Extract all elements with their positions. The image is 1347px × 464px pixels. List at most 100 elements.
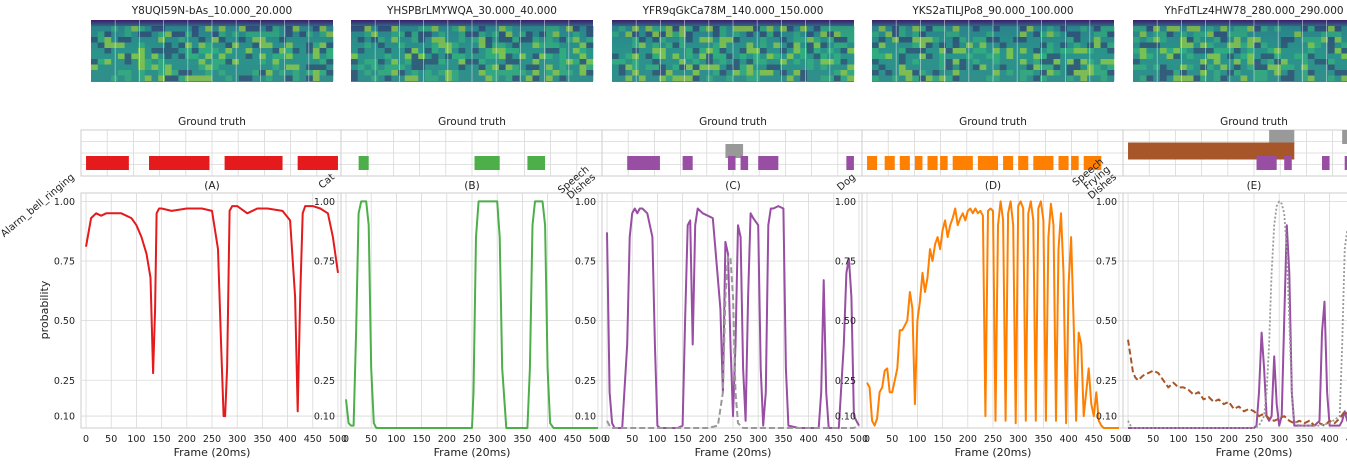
spectrogram-cell bbox=[1294, 48, 1302, 54]
spectrogram-cell bbox=[1046, 53, 1054, 59]
spectrogram-cell bbox=[878, 31, 886, 37]
spectrogram-cell bbox=[586, 37, 594, 43]
spectrogram-cell bbox=[124, 75, 132, 81]
spectrogram-cell bbox=[398, 59, 406, 65]
spectrogram-cell bbox=[505, 31, 513, 37]
spectrogram-cell bbox=[885, 37, 893, 43]
spectrogram-cell bbox=[579, 31, 587, 37]
spectrogram-cell bbox=[618, 37, 626, 43]
spectrogram-cell bbox=[1327, 64, 1336, 70]
spectrogram-cell bbox=[265, 53, 273, 59]
spectrogram-cell bbox=[726, 48, 734, 54]
x-tick-label: 150 bbox=[674, 434, 692, 445]
spectrogram-cell bbox=[185, 37, 193, 43]
spectrogram-cell bbox=[319, 59, 327, 65]
ground-truth-segment bbox=[1128, 142, 1295, 160]
spectrogram-cell bbox=[566, 48, 574, 54]
spectrogram-cell bbox=[225, 64, 233, 70]
spectrogram-cell bbox=[1321, 37, 1329, 43]
spectrogram-cell bbox=[612, 53, 620, 59]
spectrogram-cell bbox=[1206, 75, 1215, 81]
spectrogram-cell bbox=[625, 70, 633, 76]
spectrogram-cell bbox=[806, 48, 815, 54]
spectrogram-cell bbox=[377, 53, 386, 59]
spectrogram-cell bbox=[1146, 59, 1154, 65]
spectrogram-cell bbox=[1180, 70, 1188, 76]
spectrogram-cell bbox=[1321, 26, 1329, 32]
spectrogram-cell bbox=[1254, 48, 1262, 54]
spectrogram-cell bbox=[319, 31, 327, 37]
spectrogram-cell bbox=[279, 59, 287, 65]
spectrogram-cell bbox=[1093, 64, 1102, 70]
spectrogram-cell bbox=[1267, 75, 1275, 81]
spectrogram-cell bbox=[827, 31, 835, 37]
spectrogram-cell bbox=[205, 37, 213, 43]
spectrogram-cell bbox=[1193, 75, 1201, 81]
spectrogram-cell bbox=[138, 59, 146, 65]
spectrogram-cell bbox=[847, 75, 855, 81]
spectrogram-cell bbox=[438, 70, 446, 76]
spectrogram-cell bbox=[131, 70, 139, 76]
spectrogram-cell bbox=[279, 70, 287, 76]
spectrogram-cell bbox=[1146, 75, 1154, 81]
spectrogram-cell bbox=[306, 42, 314, 48]
spectrogram-cell bbox=[1213, 64, 1221, 70]
spectrogram-cell bbox=[1321, 59, 1329, 65]
spectrogram-cell bbox=[766, 31, 774, 37]
spectrogram-texture bbox=[872, 26, 1115, 81]
spectrogram-cell bbox=[212, 26, 220, 32]
spectrogram-cell bbox=[820, 37, 828, 43]
spectrogram-cell bbox=[292, 64, 300, 70]
spectrogram-cell bbox=[1033, 53, 1041, 59]
spectrogram-cell bbox=[1133, 70, 1141, 76]
spectrogram-cell bbox=[959, 26, 967, 32]
spectrogram-cell bbox=[351, 26, 359, 32]
x-axis-label: Frame (20ms) bbox=[174, 446, 251, 459]
spectrogram-cell bbox=[191, 37, 200, 43]
spectrogram-cell bbox=[579, 53, 587, 59]
spectrogram-cell bbox=[847, 31, 855, 37]
spectrogram-cell bbox=[404, 70, 412, 76]
spectrogram-cell bbox=[952, 31, 960, 37]
spectrogram-cell bbox=[1173, 75, 1181, 81]
spectrogram-cell bbox=[1153, 53, 1161, 59]
spectrogram-cell bbox=[451, 48, 460, 54]
spectrogram-cell bbox=[1233, 64, 1242, 70]
spectrogram-cell bbox=[566, 75, 574, 81]
spectrogram-cell bbox=[1166, 64, 1174, 70]
spectrogram-cell bbox=[1213, 59, 1221, 65]
spectrogram-cell bbox=[212, 59, 220, 65]
spectrogram-cell bbox=[679, 26, 687, 32]
spectrogram-cell bbox=[451, 42, 460, 48]
spectrogram-cell bbox=[1213, 75, 1221, 81]
ground-truth-segment bbox=[899, 156, 910, 170]
spectrogram-cell bbox=[638, 42, 647, 48]
spectrogram-cell bbox=[1060, 59, 1068, 65]
spectrogram-cell bbox=[793, 37, 801, 43]
x-tick-label: 450 bbox=[1085, 434, 1103, 445]
spectrogram-cell bbox=[699, 59, 707, 65]
spectrogram-cell bbox=[384, 59, 392, 65]
spectrogram-cell bbox=[171, 53, 179, 59]
spectrogram-cell bbox=[966, 75, 974, 81]
spectrogram-cell bbox=[279, 53, 287, 59]
spectrogram-cell bbox=[1060, 70, 1068, 76]
spectrogram-cell bbox=[625, 31, 633, 37]
y-tick-label: 0.25 bbox=[1096, 376, 1117, 387]
spectrogram-cell bbox=[1080, 48, 1088, 54]
x-tick-label: 400 bbox=[279, 434, 297, 445]
spectrogram-cell bbox=[912, 37, 920, 43]
spectrogram-cell bbox=[445, 37, 453, 43]
spectrogram-cell bbox=[892, 37, 900, 43]
spectrogram-cell bbox=[932, 59, 940, 65]
spectrogram-cell bbox=[171, 31, 179, 37]
spectrogram-cell bbox=[1019, 31, 1028, 37]
spectrogram-cell bbox=[97, 53, 105, 59]
spectrogram-cell bbox=[1240, 37, 1248, 43]
spectrogram-cell bbox=[618, 70, 626, 76]
spectrogram-cell bbox=[218, 59, 226, 65]
spectrogram-cell bbox=[198, 48, 206, 54]
spectrogram-cell bbox=[1046, 42, 1054, 48]
spectrogram-cell bbox=[144, 64, 152, 70]
